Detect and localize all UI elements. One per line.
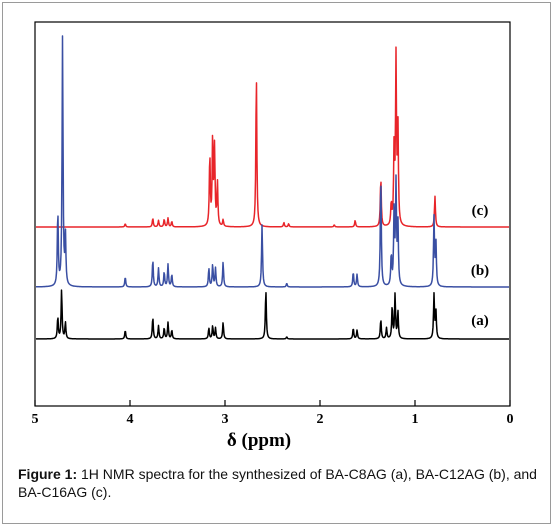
series-labels: (c) (b) (a) [471, 203, 489, 329]
spectra-group [35, 35, 510, 340]
x-axis-title: δ (ppm) [227, 430, 291, 451]
series-label: (b) [471, 263, 489, 279]
x-tick-label: 2 [317, 412, 324, 427]
plot-area [34, 21, 511, 407]
series-label: (c) [472, 203, 489, 219]
figure-caption: Figure 1: 1H NMR spectra for the synthes… [18, 465, 538, 501]
x-axis-ticks [34, 400, 511, 406]
x-tick-label: 3 [222, 412, 229, 427]
x-tick-label: 0 [507, 412, 514, 427]
spectrum-line [35, 46, 510, 228]
x-tick-label: 4 [127, 412, 134, 427]
series-label: (a) [471, 313, 489, 329]
nmr-chart: 5 4 3 2 1 0 (c) (b) (a) δ (ppm) [32, 21, 514, 451]
x-tick-label: 1 [412, 412, 419, 427]
x-tick-label: 5 [32, 412, 39, 427]
caption-label: Figure 1: [18, 466, 78, 482]
spectrum-line [35, 35, 510, 288]
caption-text: 1H NMR spectra for the synthesized of BA… [18, 466, 537, 500]
x-axis-tick-labels: 5 4 3 2 1 0 [32, 412, 514, 427]
figure-frame [2, 2, 551, 524]
spectrum-line [35, 289, 510, 340]
